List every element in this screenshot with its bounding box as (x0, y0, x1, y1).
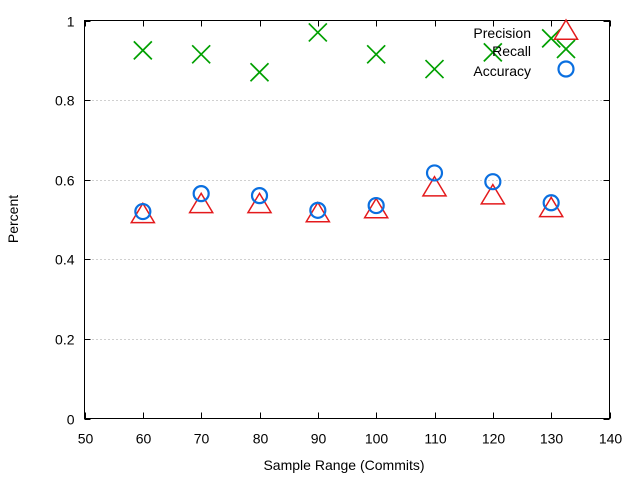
legend-entry-accuracy: Accuracy (473, 60, 575, 79)
recall-point-stroke-b (249, 62, 270, 82)
recall-point (366, 44, 386, 64)
recall-point (541, 28, 561, 49)
legend-marker-recall (556, 39, 576, 59)
accuracy-point-circle (250, 187, 269, 205)
recall-point-stroke-b (308, 22, 328, 43)
legend: Precision Recall Accuracy (473, 18, 579, 79)
legend-marker-precision-triangle (553, 18, 579, 40)
recall-point (308, 22, 328, 43)
plot-frame (84, 20, 610, 419)
legend-label-recall: Recall (492, 43, 531, 59)
x-tick-label: 50 (78, 431, 94, 447)
precision-point-triangle (479, 183, 506, 205)
accuracy-point-circle (484, 173, 502, 191)
recall-point-stroke-b (541, 28, 561, 49)
recall-point (424, 59, 445, 79)
precision-point (363, 197, 390, 219)
x-tick-label: 120 (482, 431, 506, 447)
precision-point-triangle (363, 197, 390, 219)
recall-point (249, 62, 270, 82)
precision-point-triangle (304, 201, 331, 223)
recall-point (133, 40, 153, 60)
axis-ticks (84, 20, 611, 420)
accuracy-point-circle (134, 202, 152, 221)
legend-entry-precision: Precision (473, 18, 579, 41)
legend-marker-precision (553, 18, 579, 40)
precision-point-triangle (246, 191, 273, 214)
y-tick-label: 0.6 (55, 173, 75, 189)
recall-point (483, 42, 503, 62)
data-points (129, 22, 565, 224)
x-tick-label: 140 (599, 431, 623, 447)
accuracy-point (484, 173, 502, 191)
x-tick-label: 90 (311, 431, 327, 447)
y-tick-label: 0.2 (55, 332, 75, 348)
y-axis-label: Percent (5, 195, 21, 243)
legend-marker-recall-stroke-b (556, 39, 576, 59)
legend-label-precision: Precision (473, 25, 531, 41)
accuracy-point-circle (425, 164, 444, 182)
accuracy-point (134, 202, 152, 221)
x-tick-label: 100 (365, 431, 389, 447)
recall-point-stroke-b (191, 44, 211, 64)
precision-point-triangle (129, 201, 156, 224)
recall-point-stroke-b (483, 42, 503, 62)
y-tick-label: 0 (67, 412, 75, 428)
precision-point (421, 175, 448, 197)
precision-point-triangle (188, 191, 215, 214)
grid-lines (84, 100, 610, 340)
legend-marker-accuracy (557, 60, 575, 78)
legend-entry-recall: Recall (492, 39, 576, 59)
x-tick-label: 110 (424, 431, 447, 447)
accuracy-point-circle (309, 201, 327, 219)
precision-point (304, 201, 331, 223)
recall-point-stroke-b (133, 40, 153, 60)
precision-point (479, 183, 506, 205)
x-axis-label: Sample Range (Commits) (263, 457, 424, 473)
accuracy-point (425, 164, 444, 182)
accuracy-point-circle (367, 196, 385, 215)
accuracy-point (542, 194, 560, 212)
precision-point-triangle (421, 175, 448, 197)
accuracy-point (192, 185, 210, 203)
precision-point (129, 201, 156, 224)
accuracy-point (367, 196, 385, 215)
x-tick-label: 80 (253, 431, 269, 447)
x-tick-label: 60 (136, 431, 152, 447)
recall-point-stroke-b (424, 59, 445, 79)
recall-point-stroke-b (366, 44, 386, 64)
precision-point (188, 191, 215, 214)
x-tick-label: 130 (540, 431, 564, 447)
y-tick-label: 1 (67, 14, 75, 30)
accuracy-point (250, 187, 269, 205)
accuracy-point-circle (192, 185, 210, 203)
y-tick-label: 0.4 (55, 252, 75, 268)
recall-point (191, 44, 211, 64)
accuracy-point (309, 201, 327, 219)
accuracy-point-circle (542, 194, 560, 212)
legend-marker-accuracy-circle (557, 60, 575, 78)
precision-point (246, 191, 273, 214)
x-tick-label: 70 (194, 431, 210, 447)
tick-labels: 0 0.2 0.4 0.6 0.8 1 50 60 70 80 90 100 110 120 130 140 (55, 14, 622, 447)
legend-label-accuracy: Accuracy (473, 63, 531, 79)
y-tick-label: 0.8 (55, 93, 75, 109)
